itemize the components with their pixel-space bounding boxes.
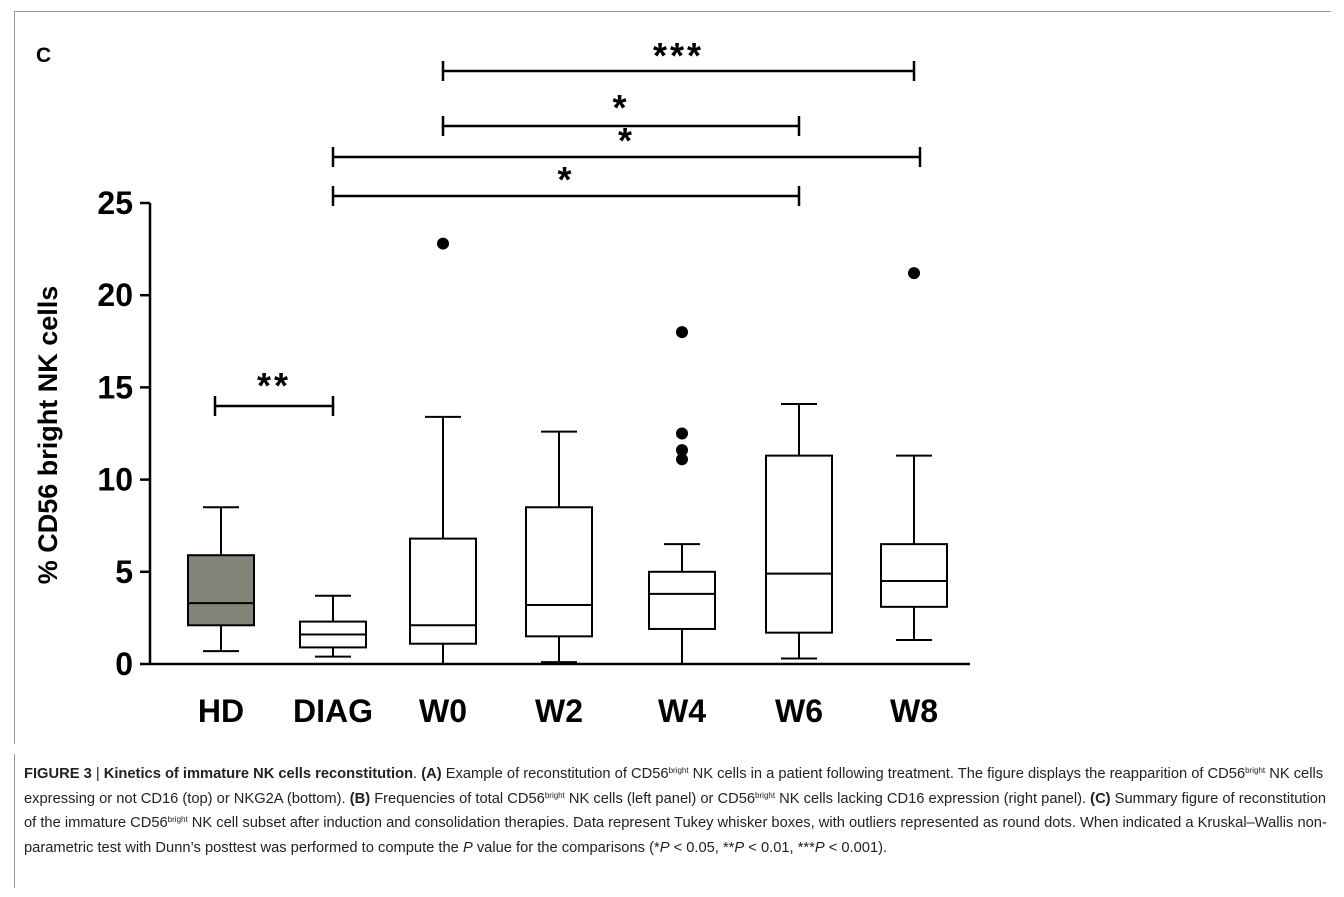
box-w6 [765, 402, 833, 660]
x-tick-label: DIAG [293, 693, 373, 729]
box-hd [187, 506, 255, 653]
box-iqr [648, 570, 716, 630]
bright-superscript: bright [755, 790, 776, 800]
x-tick-label: W6 [775, 693, 823, 729]
y-tick-label: 5 [115, 554, 133, 590]
significance-label: ** [257, 365, 291, 406]
caption-c-text: NK cell subset after induction and conso… [24, 815, 1327, 856]
box-w2 [525, 430, 593, 664]
caption-p-symbol: P [814, 839, 825, 856]
bright-superscript: bright [668, 766, 689, 775]
significance-bracket: * [441, 87, 801, 136]
bright-superscript: bright [1245, 766, 1266, 775]
y-tick-label: 15 [97, 369, 133, 405]
caption-a-text: Example of reconstitution of CD56 [441, 766, 669, 782]
box-w4 [648, 326, 716, 665]
caption-c-text: < 0.05, ** [669, 839, 735, 856]
y-tick-label: 0 [115, 646, 133, 682]
bright-superscript: bright [167, 815, 188, 824]
x-tick-label: W0 [419, 693, 467, 729]
box-iqr [525, 506, 593, 638]
box-iqr [187, 554, 255, 627]
caption-c-text: value for the comparisons (* [472, 839, 660, 856]
y-tick-label: 10 [97, 462, 133, 498]
box-iqr [765, 454, 833, 634]
x-tick-label: W8 [890, 693, 938, 729]
caption-a-text: NK cells in a patient following treatmen… [688, 766, 1246, 782]
box-w8 [880, 267, 948, 642]
y-tick-label: 25 [97, 185, 133, 221]
outlier-dot [676, 453, 688, 466]
caption-b-text: Frequencies of total CD56 [370, 790, 545, 807]
outlier-dot [676, 427, 688, 440]
figure-frame [14, 11, 1331, 744]
y-axis-label: % CD56 bright NK cells [33, 286, 63, 585]
outlier-dot [676, 444, 688, 457]
outlier-dot [676, 326, 688, 339]
significance-bracket: *** [441, 35, 916, 81]
caption-title: Kinetics of immature NK cells reconstitu… [103, 766, 414, 782]
caption-b-label: (B) [349, 790, 371, 807]
outlier-dot [437, 237, 449, 250]
caption-p-symbol: P [659, 839, 670, 856]
caption-c-text: Summary figure of reconstitution of the … [24, 790, 1327, 832]
significance-bracket: ** [213, 365, 335, 416]
x-tick-label: W2 [535, 693, 583, 729]
caption-p-symbol: P [734, 839, 745, 856]
panel-label: C [36, 44, 52, 67]
box-w0 [409, 237, 477, 665]
box-iqr [880, 543, 948, 608]
caption-c-text: < 0.001). [824, 839, 888, 856]
box-iqr [409, 537, 477, 645]
figure-caption: FIGURE 3 | Kinetics of immature NK cells… [14, 762, 1330, 860]
caption-figure-label: FIGURE 3 [24, 766, 92, 782]
significance-label: * [612, 87, 629, 128]
caption-a-text: NK cells expressing or not CD16 (top) or… [24, 766, 1324, 807]
caption-a-label: (A) [421, 766, 442, 782]
caption-b-text: NK cells (left panel) or CD56 [564, 790, 756, 807]
caption-period: . [413, 766, 422, 782]
x-tick-label: HD [198, 693, 244, 729]
significance-label: * [618, 120, 635, 161]
significance-bracket: * [331, 159, 801, 206]
caption-c-text: < 0.01, *** [744, 839, 815, 856]
bright-superscript: bright [544, 790, 565, 800]
box-diag [299, 594, 367, 658]
significance-bracket: * [331, 120, 922, 167]
y-tick-label: 20 [97, 277, 133, 313]
caption-separator: | [91, 766, 104, 782]
caption-p-symbol: P [462, 839, 473, 856]
caption-b-text: NK cells lacking CD16 expression (right … [775, 790, 1091, 807]
x-tick-label: W4 [658, 693, 706, 729]
significance-label: *** [653, 35, 704, 76]
caption-c-label: (C) [1090, 790, 1111, 807]
significance-label: * [557, 159, 574, 200]
outlier-dot [908, 267, 920, 280]
caption-rule [14, 754, 15, 888]
